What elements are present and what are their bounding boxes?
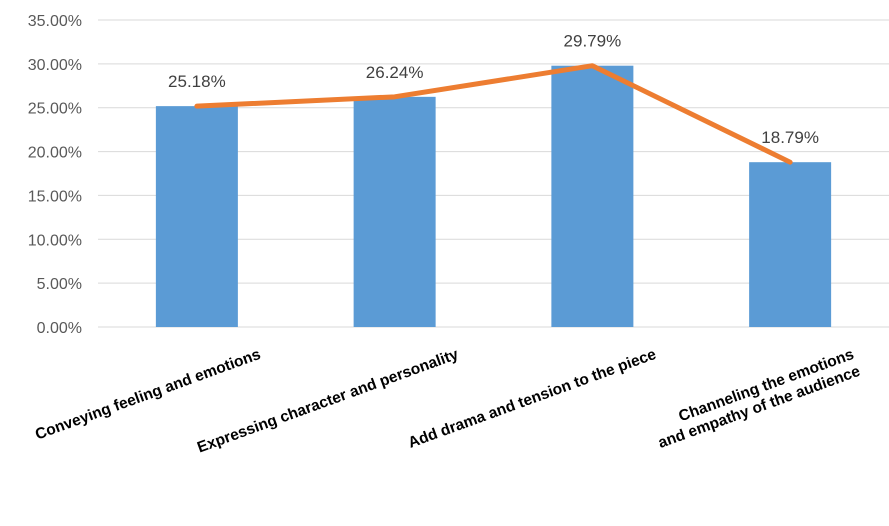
- y-tick-label: 10.00%: [28, 232, 82, 249]
- data-labels: 25.18% 26.24% 29.79% 18.79%: [168, 32, 819, 147]
- bar: [749, 162, 832, 327]
- y-tick-label: 25.00%: [28, 101, 82, 118]
- data-label: 26.24%: [366, 63, 424, 82]
- y-tick-label: 30.00%: [28, 57, 82, 74]
- y-tick-label: 20.00%: [28, 145, 82, 162]
- data-label: 29.79%: [564, 32, 622, 51]
- x-axis: Conveying feeling and emotionsExpressing…: [33, 346, 863, 457]
- data-label: 18.79%: [761, 128, 819, 147]
- bars: [155, 65, 832, 328]
- trend-line: [194, 63, 793, 165]
- bar: [155, 106, 238, 327]
- series-line: [194, 63, 793, 165]
- data-label: 25.18%: [168, 72, 226, 91]
- y-axis: 0.00% 5.00% 10.00% 15.00% 20.00% 25.00% 30.00%…: [28, 13, 82, 337]
- y-tick-label: 35.00%: [28, 13, 82, 30]
- y-tick-label: 15.00%: [28, 188, 82, 205]
- y-tick-label: 5.00%: [37, 276, 82, 293]
- y-tick-label: 0.00%: [37, 320, 82, 337]
- bar: [353, 96, 436, 328]
- bar: [551, 65, 634, 327]
